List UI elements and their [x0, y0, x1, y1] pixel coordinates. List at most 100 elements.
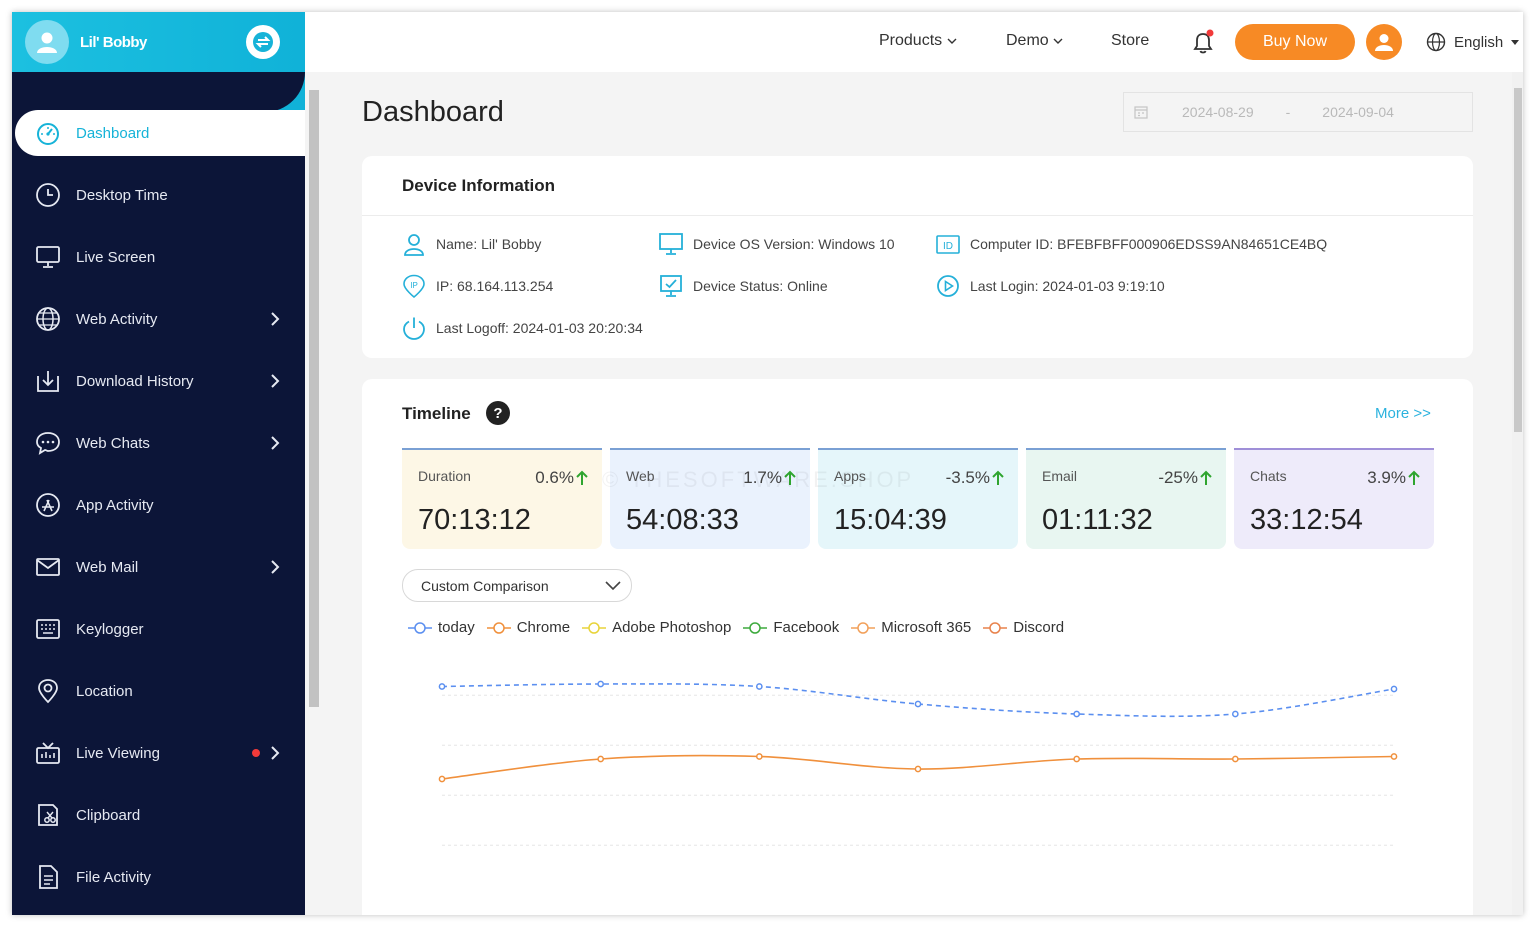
data-point[interactable] — [1231, 755, 1239, 763]
file-icon — [39, 865, 58, 889]
legend-item[interactable]: Facebook — [743, 619, 839, 636]
stat-name: Duration — [418, 468, 471, 484]
sidebar-item-label: Clipboard — [76, 806, 141, 824]
stat-change: -3.5% — [946, 468, 1004, 488]
stat-name: Chats — [1250, 468, 1287, 484]
stat-change: 3.9% — [1367, 468, 1420, 488]
legend-label: Facebook — [773, 619, 840, 636]
avatar[interactable] — [25, 20, 69, 64]
keyboard-icon — [36, 619, 60, 639]
sidebar-item-live-viewing[interactable]: Live Viewing — [12, 730, 305, 776]
more-link[interactable]: More >> — [1375, 405, 1431, 422]
stat-card-chats[interactable]: Chats 3.9% 33:12:54 — [1234, 448, 1434, 549]
stat-name: Email — [1042, 468, 1078, 484]
products-menu[interactable]: Products — [879, 32, 957, 50]
stat-card-duration[interactable]: Duration 0.6% 70:13:12 — [402, 448, 602, 549]
sidebar-item-label: Dashboard — [76, 124, 150, 142]
user-icon — [1375, 34, 1393, 51]
id-card-icon: ID — [936, 235, 960, 254]
chevron-down-icon — [947, 38, 957, 44]
date-range-picker[interactable]: 2024-08-29 - 2024-09-04 — [1123, 92, 1473, 132]
sidebar-item-app-activity[interactable]: App Activity — [12, 482, 305, 528]
legend-item[interactable]: Discord — [983, 619, 1064, 636]
data-point[interactable] — [597, 755, 605, 763]
sidebar-item-web-mail[interactable]: Web Mail — [12, 544, 305, 590]
page-scrollbar[interactable] — [1512, 72, 1523, 915]
sidebar-item-keylogger[interactable]: Keylogger — [12, 606, 305, 652]
chevron-right-icon — [271, 312, 280, 326]
divider — [362, 215, 1473, 216]
buy-now-button[interactable]: Buy Now — [1235, 24, 1355, 60]
stat-change-value: -3.5% — [945, 468, 990, 487]
legend-marker-icon — [582, 621, 607, 634]
app-store-icon — [36, 493, 60, 517]
legend-item[interactable]: Adobe Photoshop — [582, 619, 731, 636]
play-circle-icon — [937, 275, 959, 297]
data-point[interactable] — [755, 683, 763, 690]
clock-icon — [36, 183, 60, 207]
legend-item[interactable]: Microsoft 365 — [851, 619, 971, 636]
data-point[interactable] — [1390, 753, 1398, 760]
location-pin-icon — [38, 679, 58, 704]
data-point[interactable] — [1073, 755, 1081, 763]
chevron-down-icon — [605, 581, 621, 591]
sidebar-item-label: Web Activity — [76, 310, 158, 328]
device-name-text: Name: Lil' Bobby — [436, 236, 542, 252]
arrow-up-icon — [992, 470, 1004, 485]
data-point[interactable] — [438, 683, 446, 690]
sidebar-item-label: App Activity — [76, 496, 154, 514]
sidebar-item-download-history[interactable]: Download History — [12, 358, 305, 404]
data-point[interactable] — [1231, 710, 1239, 718]
legend-item[interactable]: today — [408, 619, 475, 636]
legend-marker-icon — [851, 621, 876, 634]
sidebar-item-file-activity[interactable]: File Activity — [12, 854, 305, 900]
stat-card-web[interactable]: Web 1.7% 54:08:33 — [610, 448, 810, 549]
data-point[interactable] — [914, 765, 922, 773]
globe-icon — [36, 307, 60, 331]
page-scrollbar-thumb[interactable] — [1514, 88, 1522, 432]
date-end[interactable]: 2024-09-04 — [1322, 104, 1394, 120]
stat-value: 33:12:54 — [1250, 504, 1363, 536]
help-icon[interactable]: ? — [486, 401, 510, 425]
camera-icon — [36, 742, 60, 764]
data-point[interactable] — [597, 680, 605, 688]
data-point[interactable] — [438, 775, 446, 783]
data-point[interactable] — [755, 753, 763, 760]
sidebar-item-location[interactable]: Location — [12, 668, 305, 714]
comparison-select[interactable]: Custom Comparison — [402, 569, 632, 602]
user-outline-icon — [404, 234, 424, 256]
sidebar-item-web-activity[interactable]: Web Activity — [12, 296, 305, 342]
timeline-chart — [438, 680, 1398, 846]
sidebar-scrollbar-thumb[interactable] — [309, 90, 319, 707]
sidebar-item-label: Web Chats — [76, 434, 150, 452]
sidebar-item-live-screen[interactable]: Live Screen — [12, 234, 305, 280]
chevron-right-icon — [271, 746, 280, 760]
data-point[interactable] — [1390, 685, 1398, 693]
sidebar-item-label: Desktop Time — [76, 186, 168, 204]
sidebar-item-desktop-time[interactable]: Desktop Time — [12, 172, 305, 218]
legend-label: Discord — [1013, 619, 1065, 636]
stat-card-apps[interactable]: Apps -3.5% 15:04:39 — [818, 448, 1018, 549]
computer-id-text: Computer ID: BFEBFBFF000906EDSS9AN84651C… — [970, 236, 1328, 252]
legend-item[interactable]: Chrome — [486, 619, 570, 636]
sidebar-item-web-chats[interactable]: Web Chats — [12, 420, 305, 466]
comparison-select-value: Custom Comparison — [421, 577, 549, 594]
demo-menu[interactable]: Demo — [1006, 32, 1063, 50]
device-status: Device Status: Online — [659, 274, 828, 298]
store-link[interactable]: Store — [1111, 32, 1150, 49]
svg-text:ID: ID — [943, 241, 953, 252]
account-button[interactable] — [1366, 24, 1402, 60]
stat-card-email[interactable]: Email -25% 01:11:32 — [1026, 448, 1226, 549]
device-os: Device OS Version: Windows 10 — [659, 232, 895, 256]
device-ip-text: IP: 68.164.113.254 — [436, 278, 554, 294]
date-start[interactable]: 2024-08-29 — [1182, 104, 1254, 120]
sidebar-item-dashboard[interactable]: Dashboard — [15, 110, 305, 156]
stat-change: 1.7% — [743, 468, 796, 488]
data-point[interactable] — [1073, 710, 1081, 718]
data-point[interactable] — [914, 700, 922, 708]
bell-icon[interactable] — [1190, 28, 1216, 56]
sidebar-item-clipboard[interactable]: Clipboard — [12, 792, 305, 838]
arrow-up-icon — [784, 470, 796, 485]
switch-device-button[interactable] — [246, 25, 280, 59]
language-selector[interactable]: English — [1426, 32, 1520, 52]
